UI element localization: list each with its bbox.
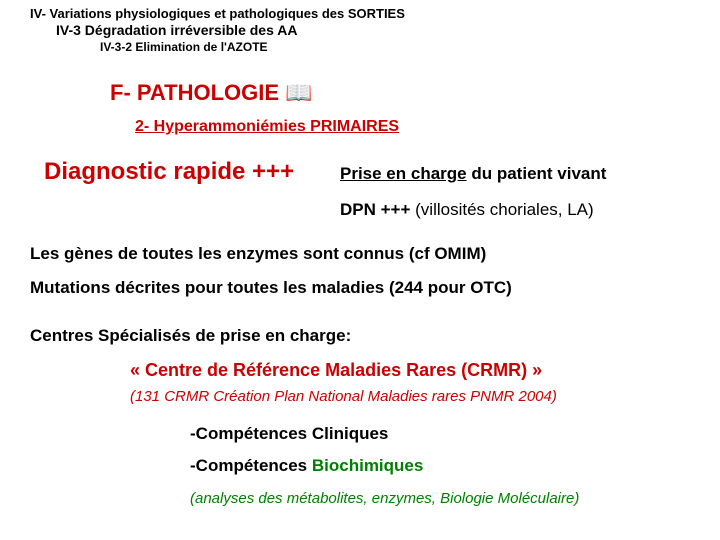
dpn-bold: DPN +++	[340, 200, 415, 219]
comp-bio-pre: -Compétences	[190, 456, 312, 475]
diagnostic-label: Diagnostic rapide	[44, 158, 245, 185]
section-f-title: F- PATHOLOGIE 📖	[110, 80, 313, 106]
diagnostic-plus: +++	[245, 158, 294, 185]
prise-underline: Prise en charge	[340, 164, 467, 183]
prise-rest: du patient vivant	[467, 164, 607, 183]
crmr-sub: (131 CRMR Création Plan National Maladie…	[130, 388, 557, 405]
analyses-line: (analyses des métabolites, enzymes, Biol…	[190, 490, 579, 507]
header-line-3: IV-3-2 Elimination de l'AZOTE	[100, 40, 268, 54]
genes-line: Les gènes de toutes les enzymes sont con…	[30, 244, 486, 264]
book-icon: 📖	[285, 80, 312, 105]
header-line-2: IV-3 Dégradation irréversible des AA	[56, 22, 297, 38]
diagnostic-rapide: Diagnostic rapide +++	[44, 158, 294, 186]
header-line-1: IV- Variations physiologiques et patholo…	[30, 6, 405, 21]
section-f-text: F- PATHOLOGIE	[110, 80, 285, 105]
comp-bio: -Compétences Biochimiques	[190, 456, 423, 476]
crmr-title: « Centre de Référence Maladies Rares (CR…	[130, 360, 542, 381]
centres-line: Centres Spécialisés de prise en charge:	[30, 326, 351, 346]
prise-en-charge: Prise en charge du patient vivant	[340, 164, 606, 184]
dpn-line: DPN +++ (villosités choriales, LA)	[340, 200, 594, 220]
comp-bio-green: Biochimiques	[312, 456, 423, 475]
subhead-hyperammoniemies: 2- Hyperammoniémies PRIMAIRES	[135, 118, 399, 136]
comp-clin: -Compétences Cliniques	[190, 424, 388, 444]
mutations-line: Mutations décrites pour toutes les malad…	[30, 278, 512, 298]
dpn-paren: (villosités choriales, LA)	[415, 200, 594, 219]
